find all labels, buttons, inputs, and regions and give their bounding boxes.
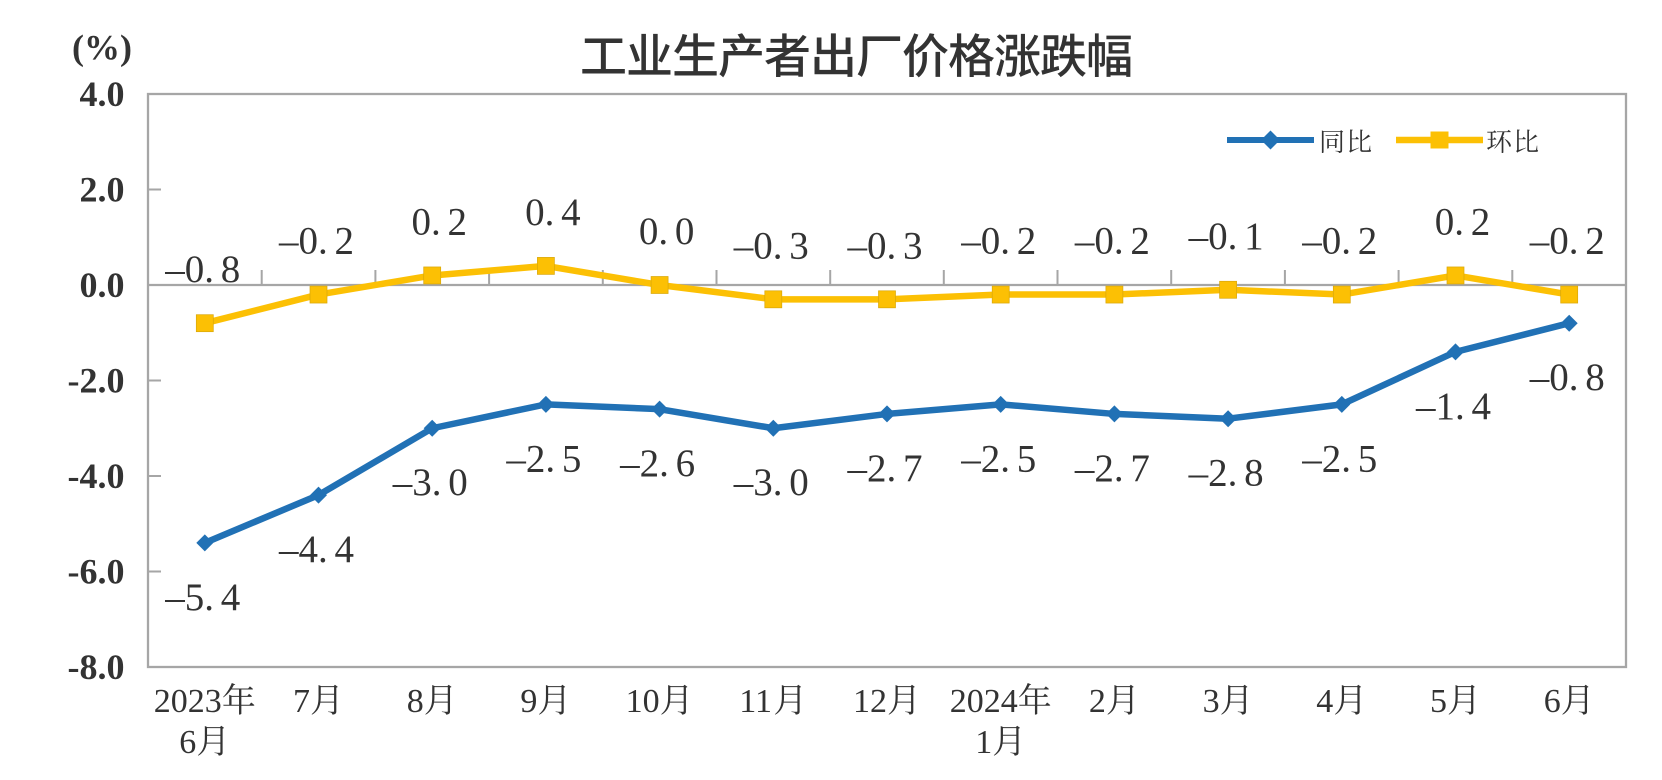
svg-text:–5. 4: –5. 4	[164, 576, 240, 619]
svg-text:–4. 4: –4. 4	[278, 528, 354, 571]
svg-text:-8.0: -8.0	[68, 647, 125, 687]
svg-text:–0. 2: –0. 2	[1074, 220, 1150, 263]
svg-text:6: 6	[179, 724, 196, 761]
svg-text:1: 1	[975, 724, 992, 761]
svg-text:-2.0: -2.0	[68, 361, 125, 401]
svg-text:–0. 8: –0. 8	[164, 248, 240, 291]
svg-text:2024: 2024	[950, 683, 1018, 720]
svg-text:–0. 2: –0. 2	[960, 220, 1036, 263]
svg-text:0. 4: 0. 4	[525, 191, 581, 234]
svg-text:4: 4	[1316, 683, 1333, 720]
svg-text:(%): (%)	[72, 28, 132, 68]
svg-text:0.0: 0.0	[80, 265, 125, 305]
svg-text:0. 0: 0. 0	[639, 210, 695, 253]
svg-text:3: 3	[1203, 683, 1220, 720]
svg-text:–0. 2: –0. 2	[1529, 220, 1605, 263]
svg-text:-6.0: -6.0	[68, 552, 125, 592]
svg-text:–0. 2: –0. 2	[1301, 220, 1377, 263]
svg-text:–2. 5: –2. 5	[1301, 437, 1377, 480]
svg-text:–2. 5: –2. 5	[960, 437, 1036, 480]
svg-text:–2. 5: –2. 5	[505, 437, 581, 480]
svg-text:4.0: 4.0	[80, 74, 125, 114]
svg-text:2023: 2023	[154, 683, 222, 720]
svg-text:–2. 7: –2. 7	[1074, 447, 1150, 490]
svg-text:5: 5	[1430, 683, 1447, 720]
svg-text:9: 9	[520, 683, 537, 720]
svg-text:–0. 3: –0. 3	[847, 224, 923, 267]
svg-text:6: 6	[1544, 683, 1561, 720]
svg-text:–0. 8: –0. 8	[1529, 356, 1605, 399]
svg-text:0. 2: 0. 2	[1435, 200, 1491, 243]
svg-text:–2. 8: –2. 8	[1188, 452, 1264, 495]
svg-text:2.0: 2.0	[80, 170, 125, 210]
svg-text:–0. 1: –0. 1	[1188, 215, 1264, 258]
svg-text:–3. 0: –3. 0	[733, 461, 809, 504]
svg-text:0. 2: 0. 2	[411, 200, 467, 243]
svg-text:–2. 7: –2. 7	[847, 447, 923, 490]
svg-text:-4.0: -4.0	[68, 456, 125, 496]
svg-text:–2. 6: –2. 6	[619, 442, 695, 485]
svg-text:–0. 2: –0. 2	[278, 220, 354, 263]
svg-text:–0. 3: –0. 3	[733, 224, 809, 267]
svg-text:11: 11	[739, 683, 772, 720]
svg-text:8: 8	[407, 683, 424, 720]
svg-text:7: 7	[293, 683, 310, 720]
svg-text:–3. 0: –3. 0	[392, 461, 468, 504]
svg-text:–1. 4: –1. 4	[1415, 385, 1491, 428]
svg-text:2: 2	[1089, 683, 1106, 720]
svg-text:12: 12	[853, 683, 887, 720]
svg-text:10: 10	[626, 683, 660, 720]
